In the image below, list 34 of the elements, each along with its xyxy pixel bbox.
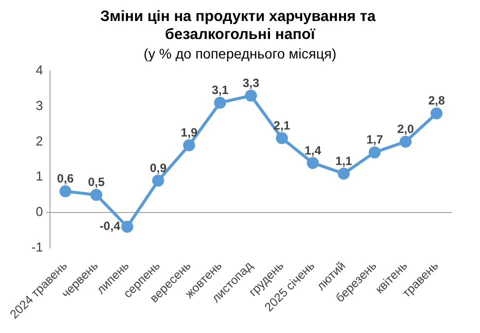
- data-label: 3,1: [212, 83, 229, 98]
- data-label: 2,8: [428, 94, 446, 108]
- y-tick-label: 1: [36, 168, 43, 184]
- point: [121, 220, 134, 233]
- chart-title: Зміни цін на продукти харчування та безалкогольні напої: [100, 8, 380, 44]
- point: [368, 146, 381, 158]
- data-label: 3,3: [242, 76, 260, 90]
- y-tick-label: 2: [36, 133, 43, 148]
- point: [214, 96, 226, 109]
- data-label: 2,1: [274, 118, 291, 132]
- point: [152, 174, 164, 187]
- data-label: 0,9: [150, 160, 167, 175]
- data-label: 0,5: [88, 175, 105, 190]
- point: [400, 136, 412, 148]
- data-label: 2,0: [397, 122, 414, 136]
- point: [90, 188, 102, 201]
- point: [244, 90, 257, 102]
- data-label: 1,9: [180, 126, 198, 140]
- point: [276, 132, 288, 144]
- y-tick-label: -1: [31, 240, 43, 255]
- y-tick-label: 0: [36, 204, 43, 220]
- point: [338, 168, 350, 180]
- y-tick-label: 3: [36, 98, 43, 113]
- point: [306, 156, 319, 169]
- data-label: 1,4: [304, 143, 322, 158]
- point: [59, 185, 72, 198]
- data-label: 0,6: [57, 172, 74, 186]
- y-tick-label: 4: [36, 62, 43, 78]
- point: [183, 139, 196, 152]
- chart-subtitle: (у % до попереднього місяця): [144, 45, 336, 62]
- data-label: -0,4: [100, 219, 121, 234]
- point: [430, 107, 443, 120]
- data-label: 1,1: [335, 154, 352, 168]
- data-label: 1,7: [366, 132, 384, 147]
